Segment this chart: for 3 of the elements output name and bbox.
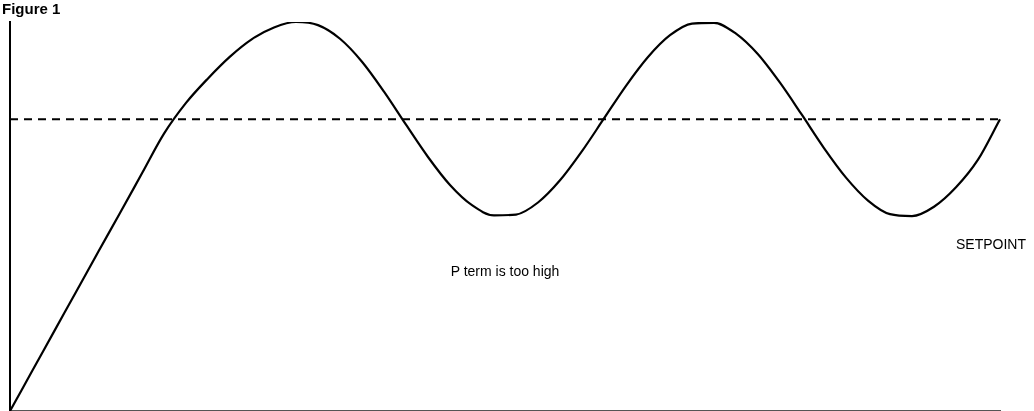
ref-line-label: SETPOINT	[955, 235, 1027, 252]
annotation: P term is too high	[450, 263, 560, 280]
chart-title: Figure 1	[2, 0, 61, 17]
